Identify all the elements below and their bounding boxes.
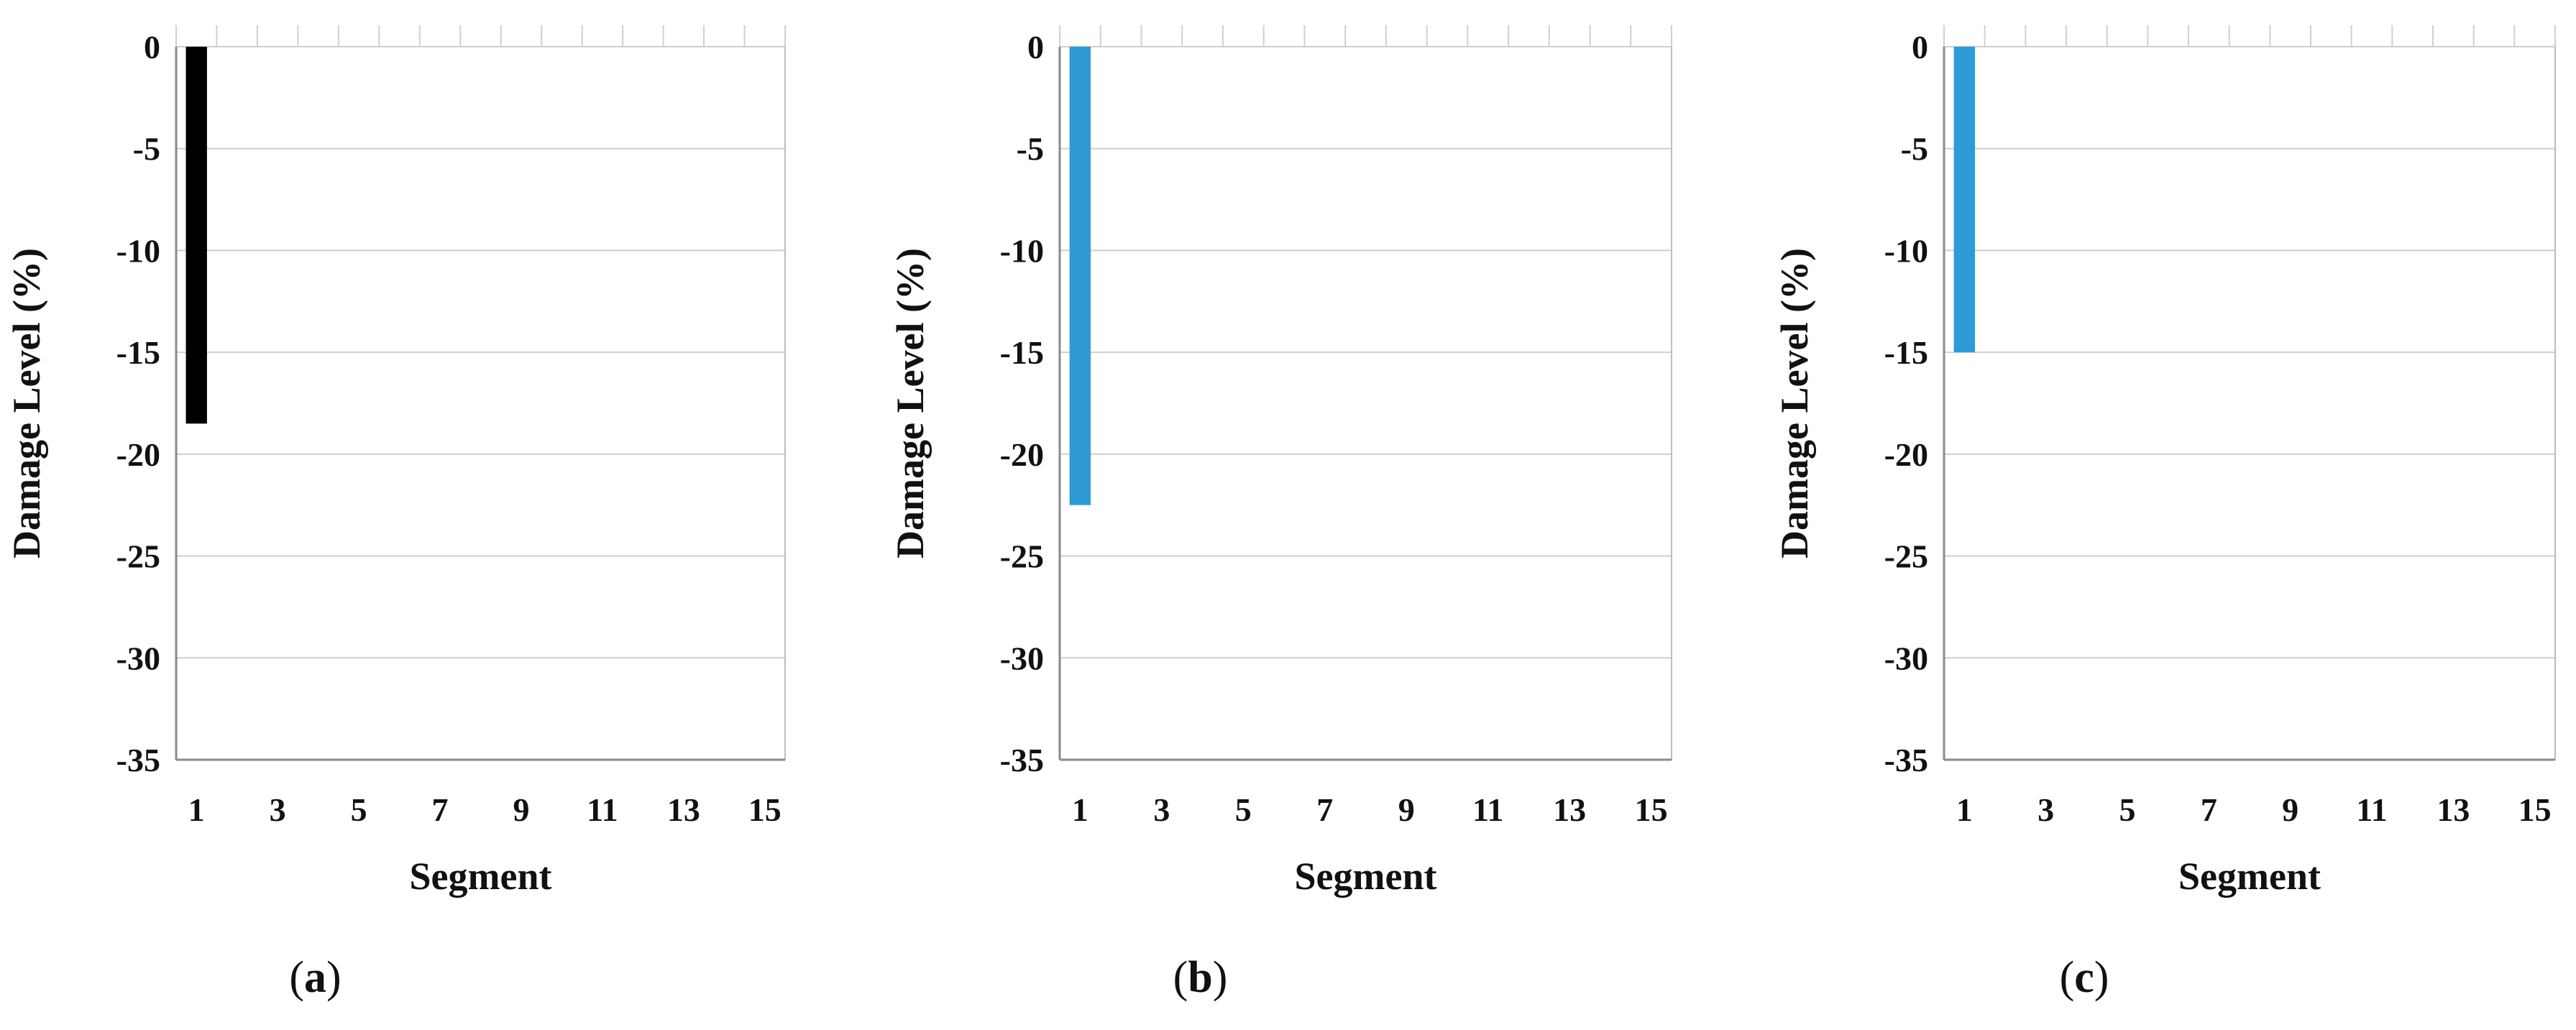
panel-label-letter: a: [304, 953, 326, 1002]
x-tick-label: 3: [2038, 791, 2054, 828]
y-tick-label: -30: [116, 640, 160, 676]
y-tick-label: -10: [116, 232, 160, 269]
bar-segment-1: [185, 47, 207, 424]
y-axis-title: Damage Level (%): [5, 248, 48, 558]
y-tick-label: -30: [1000, 640, 1044, 676]
y-tick-label: -10: [1000, 232, 1044, 269]
y-tick-label: -35: [1000, 742, 1044, 778]
x-tick-label: 1: [188, 791, 205, 828]
y-tick-label: -5: [1901, 131, 1928, 167]
panel-label: (c): [2060, 953, 2109, 1002]
x-tick-label: 11: [2356, 791, 2387, 828]
chart-panel-b: 0-5-10-15-20-25-30-351 3 5 7 9 11 13 15SegmentD…: [889, 25, 1672, 1002]
x-tick-label: 9: [2282, 791, 2298, 828]
y-tick-label: -5: [1017, 131, 1044, 167]
y-tick-label: -35: [1884, 742, 1928, 778]
chart-panel-c: 0-5-10-15-20-25-30-351 3 5 7 9 11 13 15SegmentD…: [1773, 25, 2556, 1002]
x-tick-label: 9: [1398, 791, 1415, 828]
x-tick-label: 5: [2119, 791, 2136, 828]
x-tick-label: 13: [667, 791, 700, 828]
y-tick-label: 0: [144, 29, 160, 65]
y-tick-label: -30: [1884, 640, 1928, 676]
x-tick-label: 13: [1553, 791, 1586, 828]
x-tick-label: 7: [432, 791, 449, 828]
y-tick-label: -15: [1884, 334, 1928, 371]
y-tick-label: -15: [1000, 334, 1044, 371]
x-tick-label: 15: [748, 791, 781, 828]
x-tick-label: 5: [1235, 791, 1252, 828]
y-tick-label: -10: [1884, 232, 1928, 269]
panel-label: (b): [1173, 953, 1228, 1002]
x-tick-label: 3: [1153, 791, 1170, 828]
x-tick-label: 1: [1956, 791, 1973, 828]
y-tick-label: -20: [1884, 436, 1928, 473]
x-tick-label: 11: [1472, 791, 1503, 828]
x-tick-label: 11: [587, 791, 618, 828]
y-tick-label: -15: [116, 334, 160, 371]
bar-segment-1: [1069, 47, 1091, 505]
panel-label: (a): [289, 953, 341, 1002]
x-tick-label: 15: [2518, 791, 2552, 828]
y-axis-title: Damage Level (%): [1773, 248, 1816, 558]
x-tick-label: 7: [1316, 791, 1333, 828]
x-axis-title: Segment: [1295, 855, 1437, 898]
x-tick-label: 3: [270, 791, 286, 828]
y-tick-label: -25: [1884, 538, 1928, 575]
y-tick-label: -35: [116, 742, 160, 778]
y-tick-label: 0: [1912, 29, 1928, 65]
chart-panel-a: 0-5-10-15-20-25-30-351 3 5 7 9 11 13 15SegmentD…: [5, 25, 786, 1002]
panel-label-letter: b: [1188, 953, 1212, 1002]
y-tick-label: -5: [133, 131, 160, 167]
panel-label-letter: c: [2074, 953, 2094, 1002]
y-axis-title: Damage Level (%): [889, 248, 932, 558]
y-tick-label: -25: [1000, 538, 1044, 575]
y-tick-label: -20: [1000, 436, 1044, 473]
y-tick-label: 0: [1027, 29, 1044, 65]
y-tick-label: -25: [116, 538, 160, 575]
x-axis-title: Segment: [2178, 855, 2321, 898]
y-tick-label: -20: [116, 436, 160, 473]
x-tick-label: 7: [2201, 791, 2217, 828]
x-tick-label: 15: [1635, 791, 1668, 828]
x-tick-label: 9: [513, 791, 529, 828]
bar-segment-1: [1953, 47, 1976, 353]
x-axis-title: Segment: [410, 855, 552, 898]
x-tick-label: 1: [1072, 791, 1088, 828]
x-tick-label: 13: [2437, 791, 2470, 828]
x-tick-label: 5: [351, 791, 367, 828]
